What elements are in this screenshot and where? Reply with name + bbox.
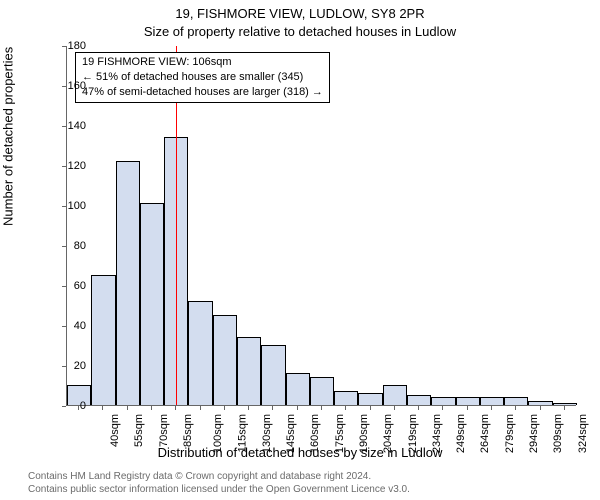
x-tick-mark [515, 406, 516, 410]
x-tick-mark [442, 406, 443, 410]
y-tick-mark [62, 206, 66, 207]
y-tick-label: 120 [46, 160, 86, 172]
y-tick-mark [62, 166, 66, 167]
histogram-bar [528, 401, 552, 405]
x-tick-label: 40sqm [109, 414, 121, 447]
x-tick-mark [491, 406, 492, 410]
footer-line1: Contains HM Land Registry data © Crown c… [28, 470, 410, 483]
annotation-line3: 47% of semi-detached houses are larger (… [82, 85, 323, 100]
histogram-bar [456, 397, 480, 405]
y-tick-mark [62, 126, 66, 127]
x-tick-mark [224, 406, 225, 410]
property-size-histogram: 19, FISHMORE VIEW, LUDLOW, SY8 2PR Size … [0, 0, 600, 500]
annotation-box: 19 FISHMORE VIEW: 106sqm ← 51% of detach… [75, 52, 330, 103]
histogram-bar [140, 203, 164, 405]
histogram-bar [237, 337, 261, 405]
y-tick-mark [62, 286, 66, 287]
histogram-bar [431, 397, 455, 405]
y-tick-mark [62, 406, 66, 407]
footer-line2: Contains public sector information licen… [28, 483, 410, 496]
x-tick-mark [102, 406, 103, 410]
annotation-line2: ← 51% of detached houses are smaller (34… [82, 70, 323, 85]
x-tick-mark [540, 406, 541, 410]
x-axis-label: Distribution of detached houses by size … [0, 445, 600, 460]
x-tick-mark [564, 406, 565, 410]
histogram-bar [358, 393, 382, 405]
attribution-footer: Contains HM Land Registry data © Crown c… [28, 470, 410, 496]
chart-subtitle: Size of property relative to detached ho… [0, 24, 600, 39]
y-tick-label: 100 [46, 200, 86, 212]
y-tick-label: 140 [46, 120, 86, 132]
y-tick-mark [62, 326, 66, 327]
x-tick-mark [175, 406, 176, 410]
histogram-bar [213, 315, 237, 405]
x-tick-mark [151, 406, 152, 410]
x-tick-mark [467, 406, 468, 410]
y-tick-label: 60 [46, 280, 86, 292]
plot-area: 19 FISHMORE VIEW: 106sqm ← 51% of detach… [66, 46, 576, 406]
y-tick-label: 80 [46, 240, 86, 252]
histogram-bar [383, 385, 407, 405]
y-tick-mark [62, 46, 66, 47]
x-tick-mark [345, 406, 346, 410]
x-tick-label: 55sqm [133, 414, 145, 447]
histogram-bar [261, 345, 285, 405]
x-tick-mark [394, 406, 395, 410]
x-tick-mark [297, 406, 298, 410]
histogram-bar [553, 403, 577, 405]
histogram-bar [116, 161, 140, 405]
x-tick-mark [248, 406, 249, 410]
y-axis-label: Number of detached properties [1, 47, 16, 226]
histogram-bar [480, 397, 504, 405]
y-tick-label: 160 [46, 80, 86, 92]
x-tick-mark [418, 406, 419, 410]
histogram-bar [310, 377, 334, 405]
histogram-bar [286, 373, 310, 405]
x-tick-mark [272, 406, 273, 410]
x-tick-mark [200, 406, 201, 410]
x-tick-mark [127, 406, 128, 410]
y-tick-label: 0 [46, 400, 86, 412]
histogram-bar [504, 397, 528, 405]
y-tick-label: 180 [46, 40, 86, 52]
histogram-bar [188, 301, 212, 405]
histogram-bar [334, 391, 358, 405]
x-tick-mark [321, 406, 322, 410]
x-tick-label: 85sqm [182, 414, 194, 447]
histogram-bar [91, 275, 115, 405]
x-tick-mark [370, 406, 371, 410]
x-tick-label: 70sqm [158, 414, 170, 447]
chart-title-address: 19, FISHMORE VIEW, LUDLOW, SY8 2PR [0, 6, 600, 21]
y-tick-mark [62, 366, 66, 367]
y-tick-label: 20 [46, 360, 86, 372]
y-tick-mark [62, 86, 66, 87]
x-tick-mark [78, 406, 79, 410]
histogram-bar [407, 395, 431, 405]
annotation-line1: 19 FISHMORE VIEW: 106sqm [82, 55, 323, 70]
y-tick-label: 40 [46, 320, 86, 332]
y-tick-mark [62, 246, 66, 247]
